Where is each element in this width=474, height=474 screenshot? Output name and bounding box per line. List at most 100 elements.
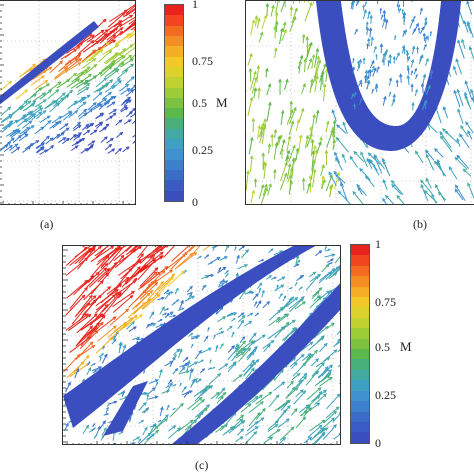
velocity-arrow xyxy=(366,27,369,36)
velocity-arrow xyxy=(181,386,187,393)
velocity-arrow xyxy=(39,115,51,123)
velocity-arrowhead xyxy=(375,84,379,88)
velocity-arrow xyxy=(23,113,34,123)
velocity-arrowhead xyxy=(176,299,180,302)
velocity-arrowhead xyxy=(303,372,308,377)
velocity-arrowhead xyxy=(285,321,290,326)
velocity-arrowhead xyxy=(425,177,430,182)
velocity-arrowhead xyxy=(171,273,176,278)
velocity-arrowhead xyxy=(382,179,387,184)
velocity-arrowhead xyxy=(47,120,52,124)
velocity-arrowhead xyxy=(383,95,387,100)
velocity-arrow xyxy=(63,58,79,70)
velocity-arrowhead xyxy=(274,423,279,428)
velocity-arrowhead xyxy=(253,70,257,75)
velocity-arrowhead xyxy=(420,179,424,184)
velocity-arrow xyxy=(291,373,300,381)
velocity-arrowhead xyxy=(321,174,325,180)
velocity-arrow xyxy=(319,290,333,306)
velocity-arrow xyxy=(421,100,427,110)
velocity-arrow xyxy=(10,130,21,138)
velocity-arrow xyxy=(30,105,42,115)
velocity-arrowhead xyxy=(366,80,371,85)
velocity-arrowhead xyxy=(64,123,69,127)
velocity-arrowhead xyxy=(373,67,377,72)
velocity-arrowhead xyxy=(80,96,85,101)
velocity-arrow xyxy=(133,140,135,143)
velocity-arrowhead xyxy=(118,23,123,27)
velocity-arrowhead xyxy=(260,417,265,421)
velocity-arrowhead xyxy=(180,299,184,304)
velocity-arrowhead xyxy=(314,370,319,375)
velocity-arrow xyxy=(219,424,228,432)
velocity-arrowhead xyxy=(293,327,298,331)
velocity-arrowhead xyxy=(133,84,135,88)
velocity-arrow xyxy=(112,55,126,67)
velocity-arrowhead xyxy=(226,273,229,276)
velocity-arrow xyxy=(78,299,97,322)
velocity-arrowhead xyxy=(234,246,237,249)
velocity-arrowhead xyxy=(305,404,310,408)
velocity-arrowhead xyxy=(109,115,114,119)
velocity-arrow xyxy=(95,426,101,437)
velocity-arrow xyxy=(105,255,125,277)
velocity-arrowhead xyxy=(119,131,124,136)
velocity-arrowhead xyxy=(265,67,269,72)
velocity-arrow xyxy=(290,6,293,17)
velocity-arrow xyxy=(278,135,282,146)
velocity-arrow xyxy=(107,12,125,28)
velocity-arrow xyxy=(132,436,140,442)
velocity-arrow xyxy=(411,46,415,55)
velocity-arrowhead xyxy=(206,404,211,408)
velocity-arrow xyxy=(286,136,291,153)
velocity-arrow xyxy=(311,362,325,377)
velocity-arrow xyxy=(173,348,180,356)
velocity-arrowhead xyxy=(198,349,202,354)
velocity-arrowhead xyxy=(129,44,134,48)
velocity-arrowhead xyxy=(164,312,167,315)
velocity-arrowhead xyxy=(28,120,33,124)
velocity-arrowhead xyxy=(456,154,461,159)
velocity-arrowhead xyxy=(226,246,229,248)
velocity-arrowhead xyxy=(42,92,47,96)
velocity-arrow xyxy=(15,114,26,124)
velocity-arrowhead xyxy=(402,29,406,33)
velocity-arrow xyxy=(76,33,92,47)
velocity-arrowhead xyxy=(159,255,164,259)
velocity-arrow xyxy=(246,171,249,191)
velocity-arrow xyxy=(61,110,72,118)
velocity-arrowhead xyxy=(281,326,285,331)
velocity-arrowhead xyxy=(231,345,235,349)
velocity-arrow xyxy=(437,159,445,177)
velocity-arrow xyxy=(235,352,245,359)
velocity-arrowhead xyxy=(275,394,280,399)
velocity-arrowhead xyxy=(110,137,114,142)
velocity-arrowhead xyxy=(180,402,184,407)
velocity-arrow xyxy=(267,424,278,433)
velocity-arrow xyxy=(266,83,271,96)
velocity-arrow xyxy=(77,83,90,93)
velocity-arrow xyxy=(299,1,301,3)
panel-a-plot xyxy=(0,0,136,205)
velocity-arrow xyxy=(424,58,429,66)
velocity-arrowhead xyxy=(277,135,281,140)
velocity-arrow xyxy=(309,296,322,309)
velocity-arrowhead xyxy=(107,286,112,290)
velocity-arrowhead xyxy=(422,73,427,78)
velocity-arrowhead xyxy=(283,402,288,407)
velocity-arrowhead xyxy=(327,248,331,252)
velocity-arrowhead xyxy=(331,253,336,257)
velocity-arrow xyxy=(295,148,299,161)
velocity-arrowhead xyxy=(282,138,286,144)
velocity-arrowhead xyxy=(65,137,70,142)
splitter-blade xyxy=(103,381,148,436)
velocity-arrow xyxy=(48,81,62,92)
velocity-arrow xyxy=(308,271,316,278)
velocity-arrowhead xyxy=(108,143,113,148)
velocity-arrowhead xyxy=(337,190,342,195)
velocity-arrow xyxy=(78,73,92,84)
velocity-arrow xyxy=(235,255,240,264)
velocity-arrowhead xyxy=(265,2,270,7)
velocity-arrow xyxy=(49,103,60,113)
velocity-arrowhead xyxy=(244,264,249,268)
